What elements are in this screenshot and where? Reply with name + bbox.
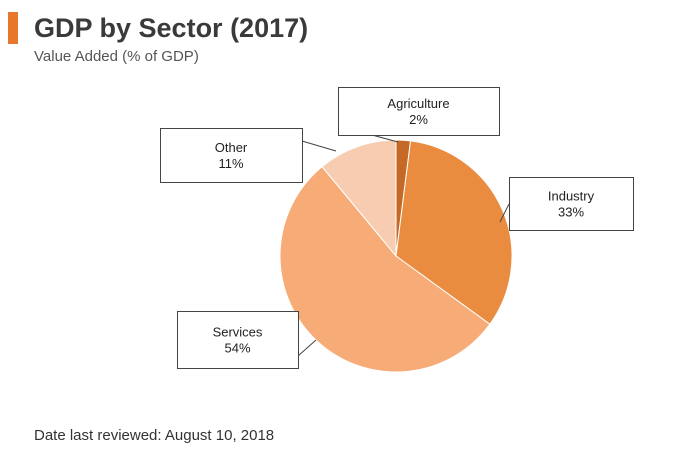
slice-label-services: Services (213, 325, 263, 340)
callout-leader-line (371, 134, 399, 143)
slice-value-industry: 33% (558, 205, 584, 220)
callout-leader-line (297, 339, 317, 357)
callout-box (509, 177, 634, 231)
pie-slice-industry (395, 140, 513, 325)
slice-label-other: Other (215, 140, 248, 155)
callout-leader-line (499, 203, 510, 223)
page-subtitle: Value Added (% of GDP) (34, 48, 199, 65)
callout-box (338, 87, 500, 136)
slice-value-other: 11% (218, 156, 243, 171)
callout-box (177, 311, 299, 369)
pie-slice-services (279, 165, 491, 373)
title-accent-bar (8, 12, 18, 44)
pie-slice-other (321, 139, 397, 258)
slice-value-services: 54% (224, 341, 250, 356)
callout-box (160, 128, 303, 183)
callout-leader-line (301, 140, 337, 152)
slice-value-agriculture: 2% (409, 112, 428, 127)
date-last-reviewed: Date last reviewed: August 10, 2018 (34, 427, 275, 444)
slice-label-industry: Industry (548, 189, 595, 204)
slice-label-agriculture: Agriculture (387, 96, 449, 111)
page-title: GDP by Sector (2017) (34, 13, 309, 43)
